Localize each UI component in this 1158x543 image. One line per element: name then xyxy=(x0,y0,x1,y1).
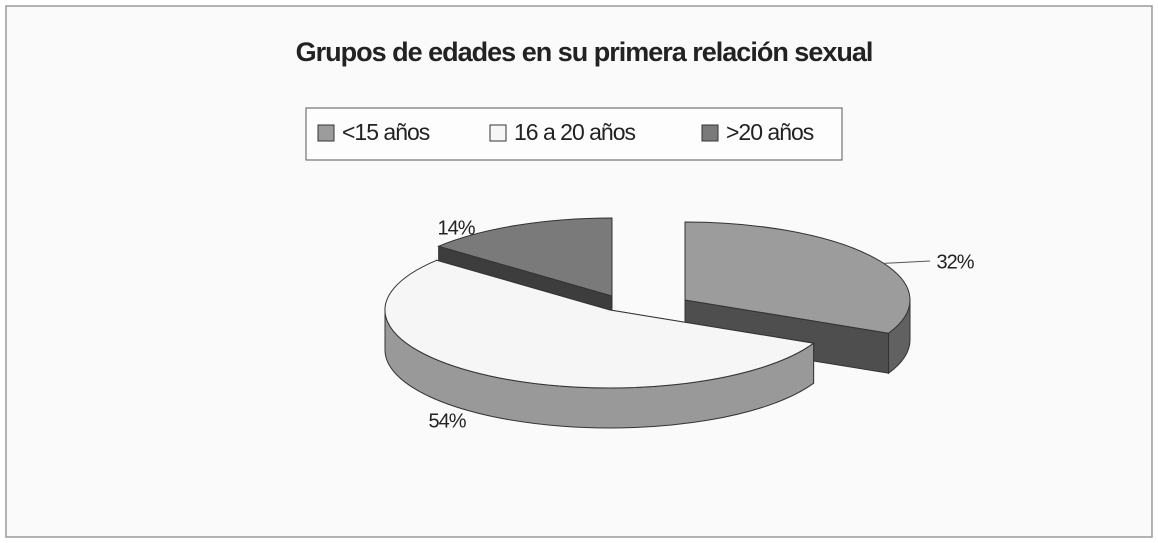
chart-title: Grupos de edades en su primera relación … xyxy=(296,37,873,67)
slice xyxy=(437,217,613,297)
legend-label: <15 años xyxy=(342,119,430,145)
data-label: 14% xyxy=(437,217,475,239)
leader-line xyxy=(883,260,931,264)
legend-swatch xyxy=(317,124,335,142)
legend-label: 16 a 20 años xyxy=(514,119,636,145)
legend-swatch xyxy=(489,124,507,142)
data-label: 32% xyxy=(936,251,974,273)
data-label: 54% xyxy=(428,410,466,432)
slice xyxy=(684,221,911,334)
legend-box xyxy=(305,107,843,161)
slice xyxy=(384,259,815,389)
legend-swatch xyxy=(701,124,719,142)
legend-label: >20 años xyxy=(726,119,814,145)
